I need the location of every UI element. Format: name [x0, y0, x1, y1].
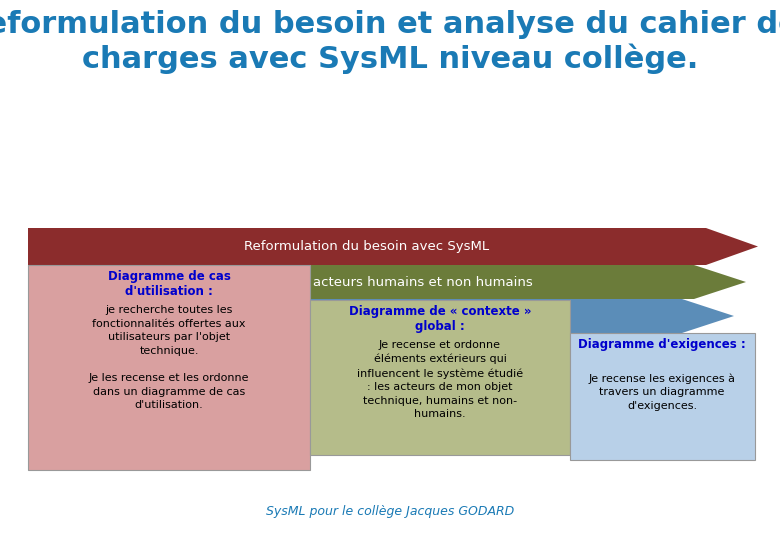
- Text: Reformulation du besoin et analyse du cahier des
charges avec SysML niveau collè: Reformulation du besoin et analyse du ca…: [0, 10, 780, 75]
- Text: SysML pour le collège Jacques GODARD: SysML pour le collège Jacques GODARD: [266, 505, 514, 518]
- FancyBboxPatch shape: [28, 265, 310, 470]
- Polygon shape: [28, 299, 734, 333]
- Polygon shape: [28, 228, 758, 265]
- Text: Diagramme d'exigences :: Diagramme d'exigences :: [578, 338, 746, 351]
- FancyBboxPatch shape: [570, 333, 755, 460]
- Text: Diagramme de cas
d'utilisation :: Diagramme de cas d'utilisation :: [108, 270, 230, 298]
- Text: Je recense et ordonne
éléments extérieurs qui
influencent le système étudié
: le: Je recense et ordonne éléments extérieur…: [357, 340, 523, 420]
- FancyBboxPatch shape: [310, 300, 570, 455]
- Text: je recherche toutes les
fonctionnalités offertes aux
utilisateurs par l'objet
te: je recherche toutes les fonctionnalités …: [89, 305, 250, 410]
- Text: Reformulation du besoin avec SysML: Reformulation du besoin avec SysML: [244, 240, 490, 253]
- Text: Diagramme de « contexte »
global :: Diagramme de « contexte » global :: [349, 305, 531, 333]
- Text: Recensement des exigences: Recensement des exigences: [260, 309, 450, 322]
- Polygon shape: [28, 265, 746, 299]
- Text: Recensement des acteurs humains et non humains: Recensement des acteurs humains et non h…: [190, 275, 533, 288]
- Text: Je recense les exigences à
travers un diagramme
d'exigences.: Je recense les exigences à travers un di…: [588, 373, 736, 411]
